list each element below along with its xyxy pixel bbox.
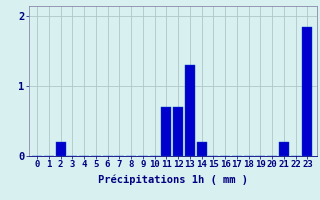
X-axis label: Précipitations 1h ( mm ): Précipitations 1h ( mm ): [98, 175, 248, 185]
Bar: [279, 142, 289, 156]
Bar: [173, 107, 183, 156]
Bar: [56, 142, 66, 156]
Bar: [161, 107, 171, 156]
Bar: [302, 27, 312, 156]
Bar: [185, 65, 195, 156]
Bar: [196, 142, 207, 156]
